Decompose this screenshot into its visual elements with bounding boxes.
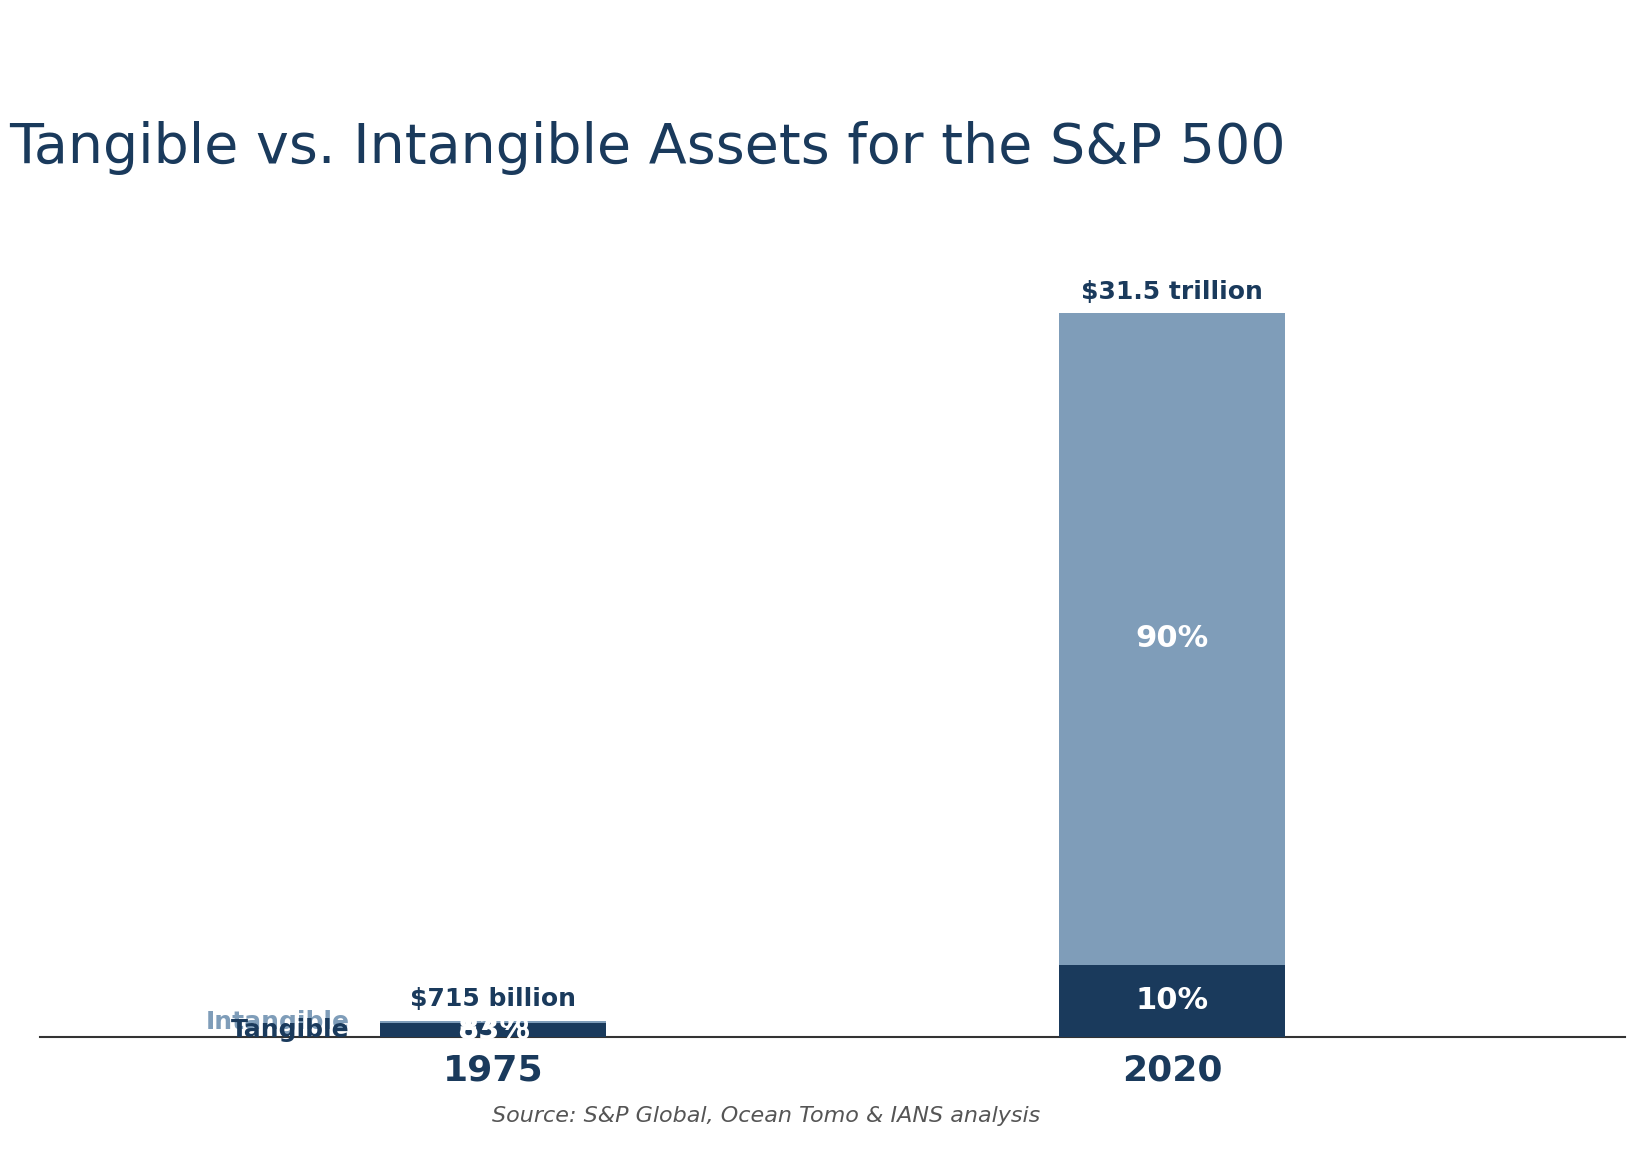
- Bar: [380, 1021, 606, 1023]
- Text: Intangible: Intangible: [205, 1010, 349, 1033]
- Text: Tangible vs. Intangible Assets for the S&P 500: Tangible vs. Intangible Assets for the S…: [8, 121, 1285, 175]
- Text: Tangible: Tangible: [231, 1018, 349, 1042]
- Text: 83%: 83%: [456, 1016, 529, 1045]
- Bar: [380, 1023, 606, 1037]
- Text: 10%: 10%: [1136, 986, 1208, 1016]
- Text: $31.5 trillion: $31.5 trillion: [1080, 280, 1262, 304]
- Bar: [1059, 313, 1285, 964]
- Text: $715 billion: $715 billion: [410, 988, 575, 1011]
- Text: Source: S&P Global, Ocean Tomo & IANS analysis: Source: S&P Global, Ocean Tomo & IANS an…: [492, 1106, 1039, 1126]
- Text: 17%: 17%: [456, 1008, 529, 1037]
- Text: 90%: 90%: [1134, 624, 1208, 653]
- Bar: [1059, 964, 1285, 1037]
